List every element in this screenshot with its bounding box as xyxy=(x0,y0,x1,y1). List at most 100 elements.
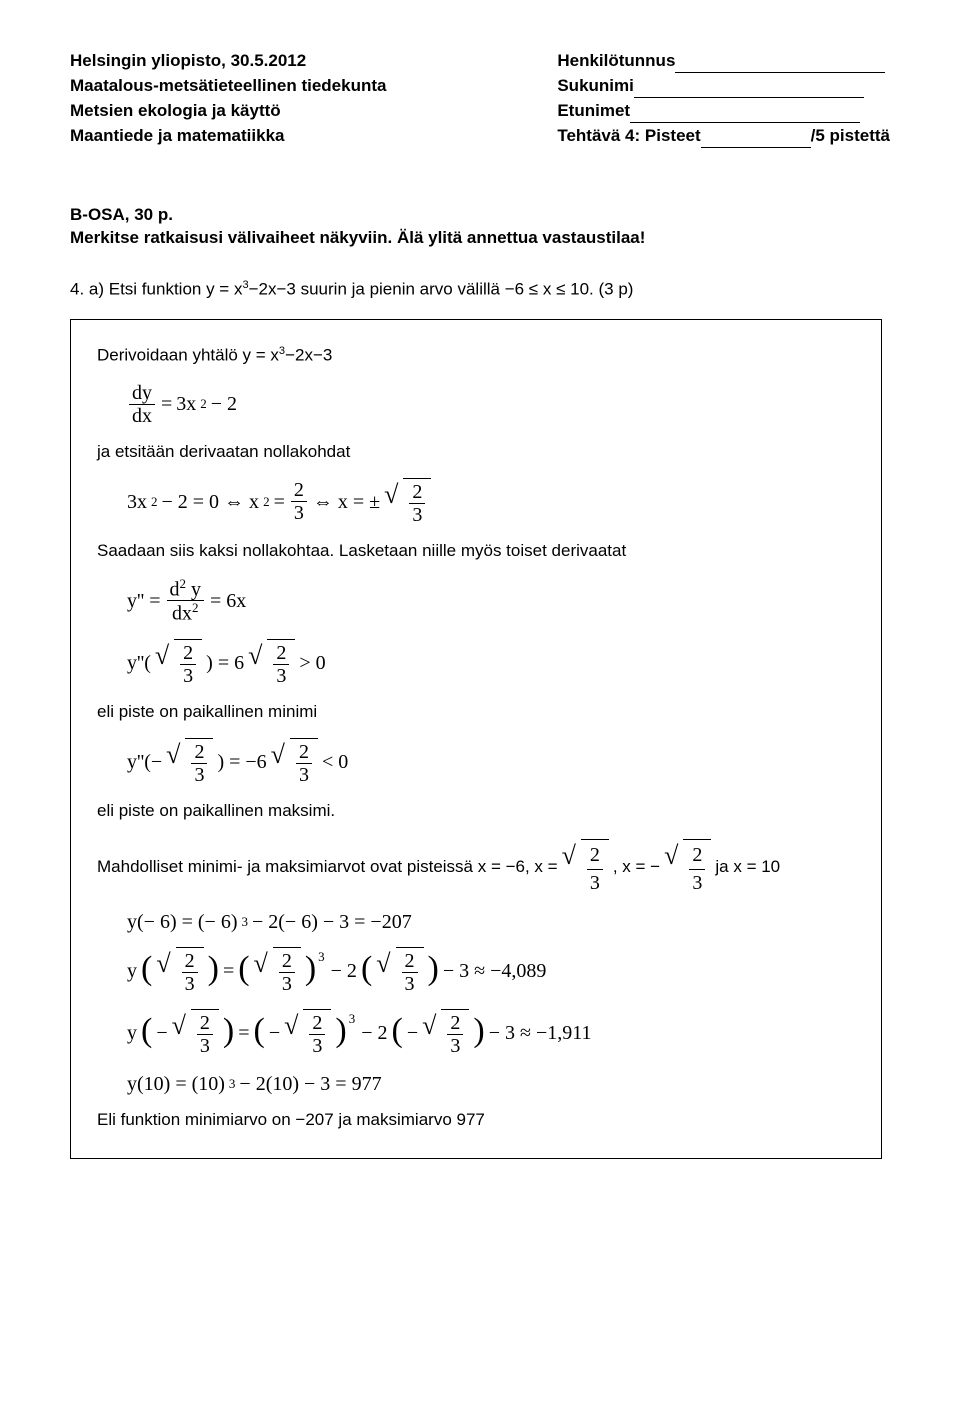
eq2-b: − 2 = 0 ⇔ x xyxy=(162,491,260,513)
f23nc: 2 xyxy=(180,642,196,665)
sqrt23l: √ 2 3 xyxy=(172,1009,219,1057)
eq7exp: 3 xyxy=(318,950,325,964)
f23dk: 3 xyxy=(402,973,418,995)
sqrt23k: √ 2 3 xyxy=(376,947,423,995)
lparen-icon: ( xyxy=(254,1012,265,1049)
header-right: Henkilötunnus Sukunimi Etunimet Tehtävä … xyxy=(557,50,890,148)
eq4c: > 0 xyxy=(299,652,325,674)
eq8mid2: − 2 xyxy=(361,1022,387,1044)
sqrt23h: √ 2 3 xyxy=(664,839,711,897)
line-mahdolliset: Mahdolliset minimi- ja maksimiarvot ovat… xyxy=(97,839,855,897)
radical-icon: √ xyxy=(284,1013,298,1039)
frac-23g: 2 3 xyxy=(587,842,603,897)
frac-2-3: 2 3 xyxy=(291,479,307,524)
solution-box: Derivoidaan yhtälö y = x3−2x−3 dy dx = 3… xyxy=(70,319,882,1159)
rparen-icon: ) xyxy=(473,1012,484,1049)
radical-icon: √ xyxy=(562,843,576,869)
f23ng: 2 xyxy=(587,842,603,870)
radicand: 2 3 xyxy=(396,947,424,995)
task-num: 4. a) xyxy=(70,279,109,298)
frac-2-3b: 2 3 xyxy=(409,481,425,526)
hdr-l2: Maatalous-metsätieteellinen tiedekunta xyxy=(70,75,386,98)
equals: = xyxy=(161,393,172,415)
lparen-icon: ( xyxy=(238,950,249,987)
radical-icon: √ xyxy=(248,643,262,669)
hdr-l3: Metsien ekologia ja käyttö xyxy=(70,100,386,123)
f23nd: 2 xyxy=(273,642,289,665)
radical-icon: √ xyxy=(376,951,390,977)
line-maksimi: eli piste on paikallinen maksimi. xyxy=(97,800,855,823)
frac-23h: 2 3 xyxy=(689,842,705,897)
f23ne: 2 xyxy=(191,741,207,764)
f23de: 3 xyxy=(191,764,207,786)
frac-23d: 2 3 xyxy=(273,642,289,687)
eq-y-pos-sqrt: y ( √ 2 3 ) = ( √ 2 3 xyxy=(127,947,855,995)
f23nk: 2 xyxy=(402,950,418,973)
page-root: Helsingin yliopisto, 30.5.2012 Maatalous… xyxy=(0,0,960,1422)
f23dc: 3 xyxy=(180,665,196,687)
radicand: 2 3 xyxy=(441,1009,469,1057)
radical-icon: √ xyxy=(422,1013,436,1039)
instructions: Merkitse ratkaisusi välivaiheet näkyviin… xyxy=(70,227,890,250)
eq8neg3: − xyxy=(407,1022,418,1044)
eq9exp: 3 xyxy=(229,1077,236,1091)
line-etsitaan: ja etsitään derivaatan nollakohdat xyxy=(97,441,855,464)
eq6b: − 2(− 6) − 3 = −207 xyxy=(252,911,412,933)
rhs-a: 3x xyxy=(176,393,196,415)
f23n: 2 xyxy=(291,479,307,502)
f23nb: 2 xyxy=(409,481,425,504)
sqrt23e: √ 2 3 xyxy=(166,738,213,786)
rhs-exp: 2 xyxy=(200,397,207,411)
hdr-r3-label: Etunimet xyxy=(557,101,630,120)
blank-line xyxy=(634,80,864,98)
b-osa-title: B-OSA, 30 p. xyxy=(70,204,890,227)
hdr-r1-label: Henkilötunnus xyxy=(557,51,675,70)
radicand: 2 3 xyxy=(267,639,295,687)
eq2-d: ⇔ x = ± xyxy=(313,491,380,513)
eq7a: y xyxy=(127,960,137,982)
radicand: 2 3 xyxy=(191,1009,219,1057)
dx: dx xyxy=(172,603,192,625)
task-text-before: Etsi funktion y = x xyxy=(109,279,243,298)
lparen-icon: ( xyxy=(141,1012,152,1049)
radicand: 2 3 xyxy=(176,947,204,995)
hdr-r4a-label: Tehtävä 4: Pisteet xyxy=(557,126,700,145)
rparen-icon: ) xyxy=(208,950,219,987)
eq-zero: 3x2 − 2 = 0 ⇔ x2 = 2 3 ⇔ x = ± √ 2 3 xyxy=(127,478,855,526)
hdr-r2: Sukunimi xyxy=(557,75,890,98)
eq8a: y xyxy=(127,1022,137,1044)
frac-d2y: d2 y dx2 xyxy=(167,577,205,625)
f23nn: 2 xyxy=(447,1012,463,1035)
sl1b: −2x−3 xyxy=(285,346,332,365)
eq-second-deriv: y'' = d2 y dx2 = 6x xyxy=(127,577,855,625)
frac-23e: 2 3 xyxy=(191,741,207,786)
frac-dy-dx: dy dx xyxy=(129,382,155,427)
eq5b: ) = −6 xyxy=(217,751,266,773)
eq8neg2: − xyxy=(269,1022,280,1044)
radical-icon: √ xyxy=(156,951,170,977)
l6a: Mahdolliset minimi- ja maksimiarvot ovat… xyxy=(97,856,558,879)
blank-line xyxy=(675,55,885,73)
header-left: Helsingin yliopisto, 30.5.2012 Maatalous… xyxy=(70,50,386,148)
radical-icon: √ xyxy=(254,951,268,977)
eq6exp: 3 xyxy=(241,915,248,929)
eq6a: y(− 6) = (− 6) xyxy=(127,911,237,933)
task-text-mid: −2x−3 suurin ja pienin arvo välillä −6 ≤… xyxy=(249,279,634,298)
radicand: 2 3 xyxy=(185,738,213,786)
radical-icon: √ xyxy=(172,1013,186,1039)
f23dm: 3 xyxy=(309,1035,325,1057)
sqrt23f: √ 2 3 xyxy=(271,738,318,786)
radicand: 2 3 xyxy=(290,738,318,786)
radicand: 2 3 xyxy=(303,1009,331,1057)
sqrt23i: √ 2 3 xyxy=(156,947,203,995)
ypp: y'' = xyxy=(127,590,161,612)
eq2-c: = xyxy=(274,491,285,513)
rparen-icon: ) xyxy=(305,950,316,987)
line-derivoidaan: Derivoidaan yhtälö y = x3−2x−3 xyxy=(97,344,855,368)
l6c: ja x = 10 xyxy=(715,856,780,879)
line-saadaan: Saadaan siis kaksi nollakohtaa. Lasketaa… xyxy=(97,540,855,563)
f23nl: 2 xyxy=(197,1012,213,1035)
frac-23j: 2 3 xyxy=(279,950,295,995)
sqrt-2-3: √ 2 3 xyxy=(384,478,431,526)
y: y xyxy=(186,578,201,600)
